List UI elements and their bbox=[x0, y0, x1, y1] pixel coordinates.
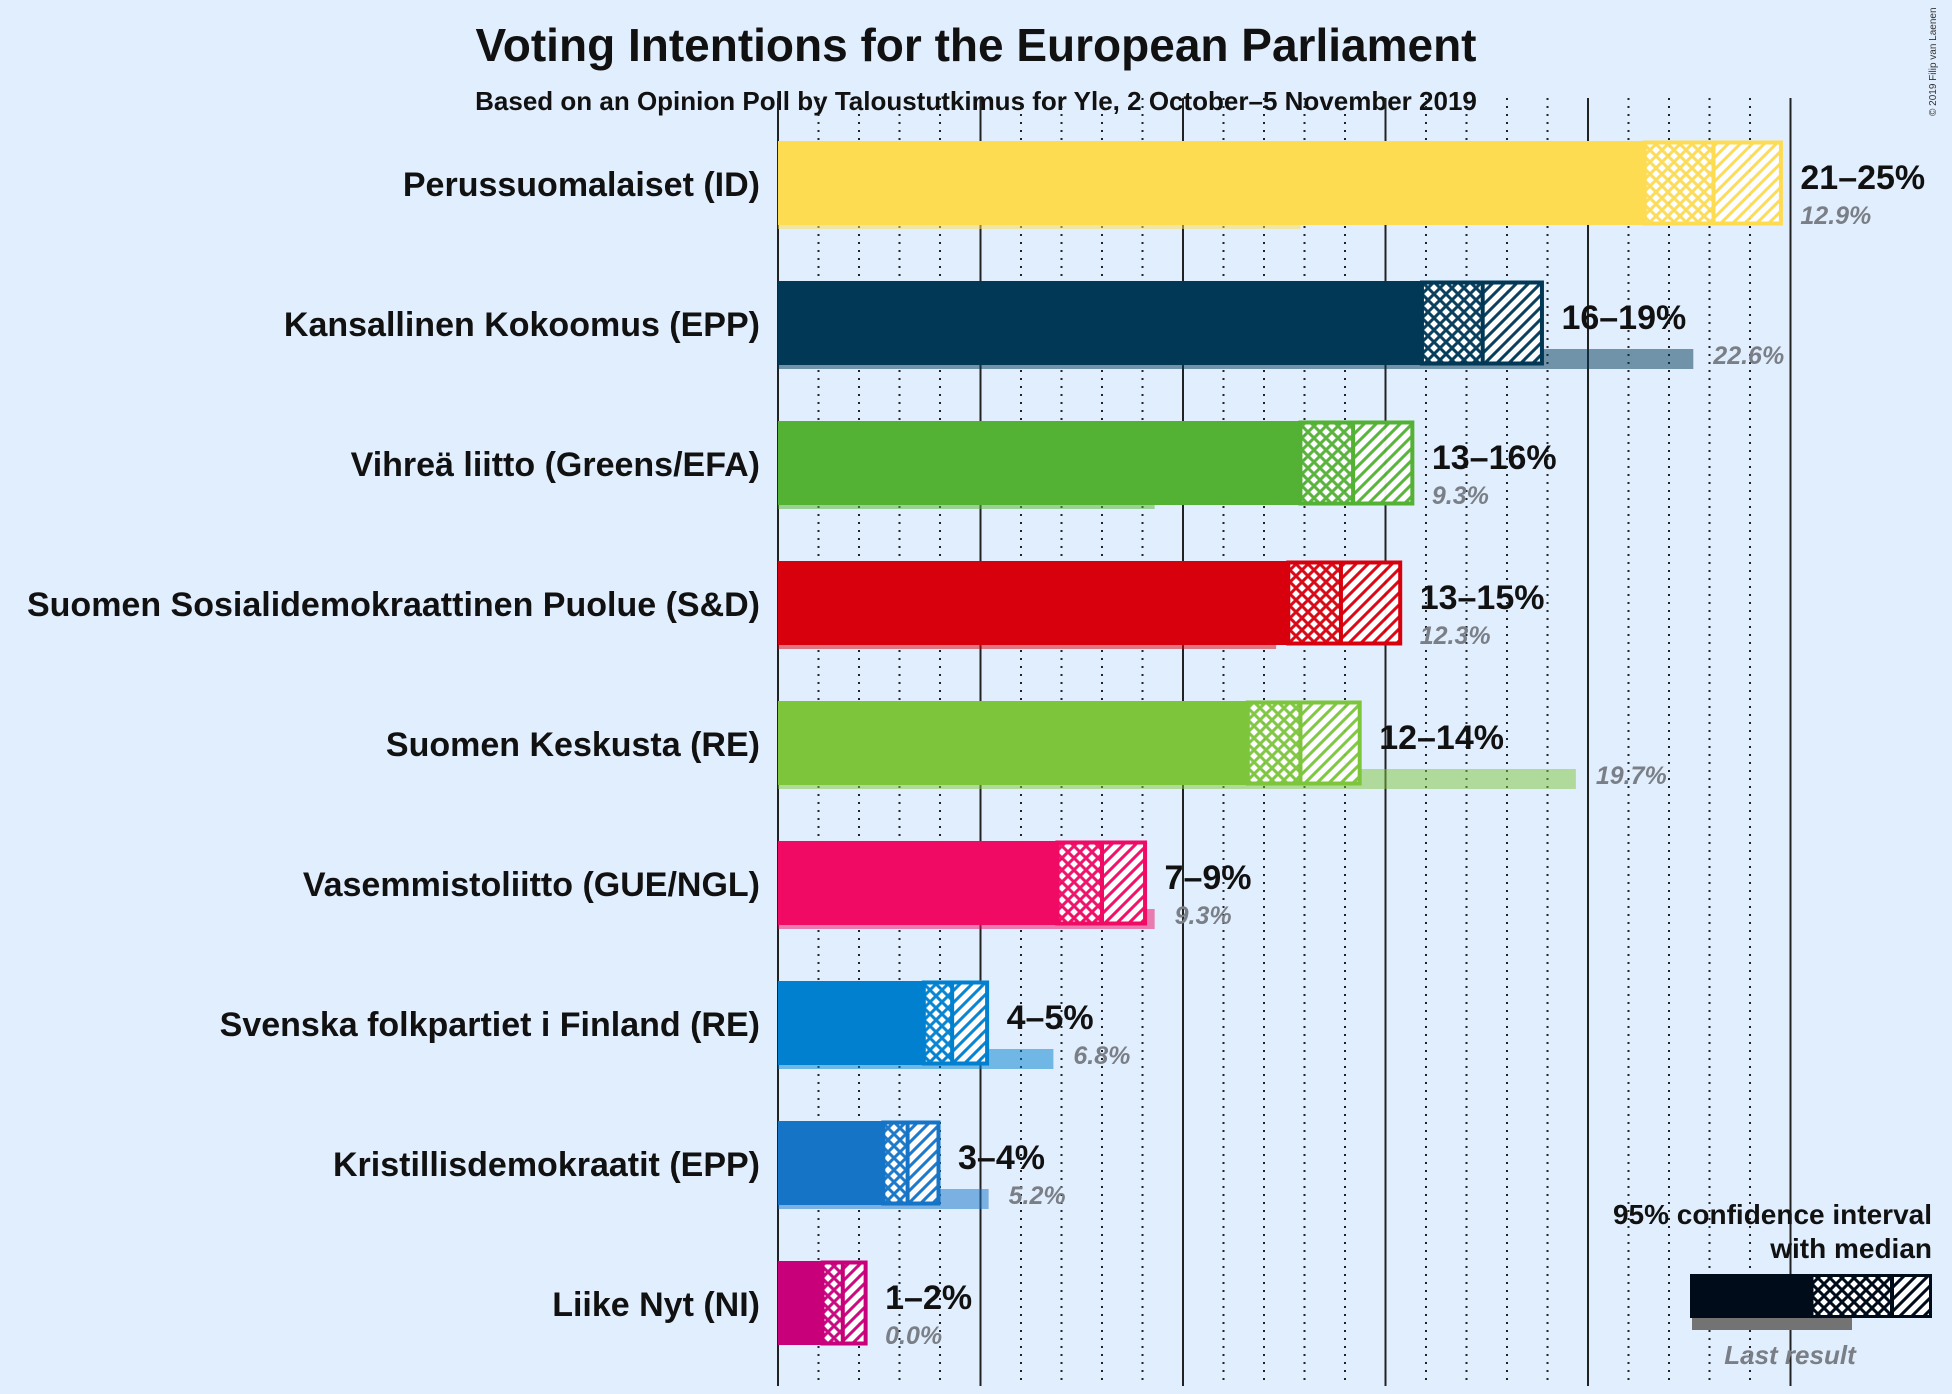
party-row: Kristillisdemokraatit (EPP) 3–4% 5.2% bbox=[333, 1120, 1066, 1210]
ci-outline bbox=[1298, 420, 1415, 506]
ci-lower-half bbox=[1057, 841, 1102, 925]
legend-title: 95% confidence interval bbox=[1613, 1199, 1932, 1230]
party-label: Vasemmistoliitto (GUE/NGL) bbox=[303, 866, 760, 904]
ci-low-bar bbox=[778, 281, 1422, 365]
party-label: Suomen Sosialidemokraattinen Puolue (S&D… bbox=[27, 586, 760, 624]
ci-upper-half bbox=[1713, 141, 1783, 225]
ci-upper-half bbox=[952, 981, 989, 1065]
ci-low-bar bbox=[778, 701, 1248, 785]
party-row: Perussuomalaiset (ID) 21–25% 12.9% bbox=[403, 140, 1925, 230]
range-label: 3–4% bbox=[958, 1139, 1045, 1177]
ci-low-bar bbox=[778, 981, 924, 1065]
last-result-label: 9.3% bbox=[1175, 902, 1232, 930]
ci-upper-half bbox=[1353, 421, 1414, 505]
range-label: 1–2% bbox=[885, 1279, 972, 1317]
ci-lower-half bbox=[1300, 421, 1354, 505]
party-label: Svenska folkpartiet i Finland (RE) bbox=[220, 1006, 760, 1044]
last-result-label: 0.0% bbox=[885, 1322, 942, 1350]
ci-outline bbox=[1286, 560, 1403, 646]
ci-upper-half bbox=[1102, 841, 1147, 925]
party-row: Suomen Sosialidemokraattinen Puolue (S&D… bbox=[27, 560, 1545, 650]
range-label: 7–9% bbox=[1165, 859, 1252, 897]
party-row: Kansallinen Kokoomus (EPP) 16–19% 22.6% bbox=[284, 280, 1784, 370]
last-result-label: 5.2% bbox=[1009, 1182, 1066, 1210]
ci-outline bbox=[881, 1120, 941, 1206]
last-result-label: 22.6% bbox=[1712, 342, 1784, 370]
legend-solid-swatch bbox=[1690, 1274, 1812, 1318]
last-result-label: 9.3% bbox=[1432, 482, 1489, 510]
range-label: 4–5% bbox=[1007, 999, 1094, 1037]
ci-upper-half bbox=[907, 1121, 940, 1205]
party-row: Svenska folkpartiet i Finland (RE) 4–5% 6.… bbox=[220, 980, 1130, 1070]
ci-outline bbox=[1245, 700, 1362, 786]
ci-low-bar bbox=[778, 1261, 823, 1345]
ci-lower-half bbox=[1288, 561, 1341, 645]
party-label: Vihreä liitto (Greens/EFA) bbox=[351, 446, 760, 484]
party-label: Kristillisdemokraatit (EPP) bbox=[333, 1146, 760, 1184]
party-label: Kansallinen Kokoomus (EPP) bbox=[284, 306, 760, 344]
ci-lower-half bbox=[923, 981, 953, 1065]
party-label: Liike Nyt (NI) bbox=[552, 1286, 760, 1324]
legend-diagonal-swatch bbox=[1892, 1274, 1932, 1318]
party-row: Liike Nyt (NI) 1–2% 0.0% bbox=[552, 1260, 972, 1350]
legend-crosshatch-swatch bbox=[1812, 1274, 1892, 1318]
last-result-label: 19.7% bbox=[1596, 762, 1667, 790]
ci-upper-half bbox=[842, 1261, 868, 1345]
range-label: 21–25% bbox=[1800, 159, 1925, 197]
ci-lower-half bbox=[1421, 281, 1483, 365]
legend-last-result-label: Last result bbox=[1724, 1340, 1857, 1370]
ci-low-bar bbox=[778, 1121, 884, 1205]
ci-lower-half bbox=[1644, 141, 1714, 225]
range-label: 16–19% bbox=[1561, 299, 1686, 337]
ci-lower-half bbox=[822, 1261, 843, 1345]
ci-low-bar bbox=[778, 841, 1058, 925]
ci-lower-half bbox=[883, 1121, 908, 1205]
ci-low-bar bbox=[778, 421, 1301, 505]
party-label: Perussuomalaiset (ID) bbox=[403, 166, 760, 204]
party-row: Vihreä liitto (Greens/EFA) 13–16% 9.3% bbox=[351, 420, 1557, 510]
party-label: Suomen Keskusta (RE) bbox=[386, 726, 760, 764]
range-label: 13–15% bbox=[1420, 579, 1545, 617]
last-result-label: 12.9% bbox=[1800, 202, 1871, 230]
ci-lower-half bbox=[1247, 701, 1301, 785]
last-result-label: 12.3% bbox=[1420, 622, 1491, 650]
ci-outline bbox=[921, 980, 990, 1066]
chart-subtitle: Based on an Opinion Poll by Taloustutkim… bbox=[475, 86, 1477, 116]
legend-title: with median bbox=[1769, 1233, 1932, 1264]
ci-upper-half bbox=[1300, 701, 1362, 785]
ci-upper-half bbox=[1340, 561, 1402, 645]
party-row: Vasemmistoliitto (GUE/NGL) 7–9% 9.3% bbox=[303, 840, 1252, 930]
range-label: 12–14% bbox=[1379, 719, 1504, 757]
chart-title: Voting Intentions for the European Parli… bbox=[475, 19, 1477, 71]
last-result-label: 6.8% bbox=[1073, 1042, 1130, 1070]
range-label: 13–16% bbox=[1432, 439, 1557, 477]
ci-low-bar bbox=[778, 141, 1645, 225]
party-row: Suomen Keskusta (RE) 12–14% 19.7% bbox=[386, 700, 1667, 790]
ci-low-bar bbox=[778, 561, 1289, 645]
legend-ci-outline bbox=[1810, 1274, 1932, 1318]
ci-upper-half bbox=[1482, 281, 1544, 365]
